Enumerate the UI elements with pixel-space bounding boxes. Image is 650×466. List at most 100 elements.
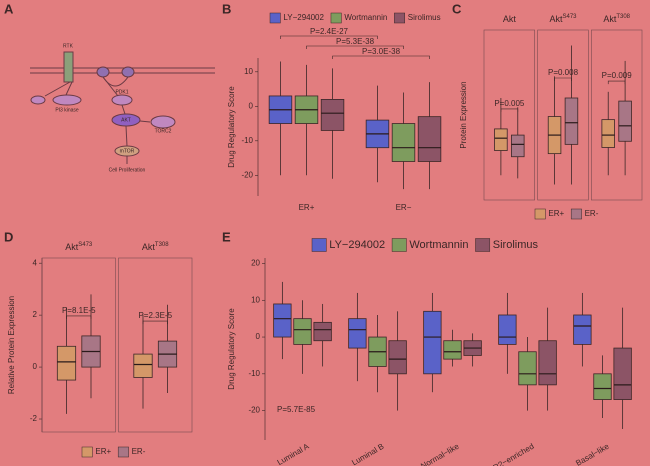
facet-title-main: Akt	[549, 14, 563, 24]
legend-label: ER+	[548, 209, 564, 218]
x-tick-label: ER−	[396, 203, 412, 212]
box	[511, 134, 525, 158]
box	[56, 345, 77, 381]
y-axis-label: Drug Regulatory Score	[227, 86, 236, 168]
legend-swatch	[330, 12, 342, 24]
legend-label: Sirolimus	[493, 239, 539, 251]
legend-swatch	[570, 208, 582, 220]
panel-letter: D	[4, 229, 13, 244]
legend-label: ER-	[132, 447, 146, 456]
facet-title: AktS473	[549, 14, 577, 25]
p-value: P=3.0E-38	[362, 47, 401, 56]
box	[293, 318, 312, 345]
panel-letter: B	[222, 1, 231, 16]
facet-frame	[483, 29, 535, 201]
y-axis-label: Relative Protein Expression	[7, 296, 16, 394]
node-label: TORC2	[155, 128, 172, 134]
box	[601, 119, 615, 148]
box	[417, 116, 442, 162]
node-label: AKT	[121, 117, 131, 123]
facet-title: AktT308	[142, 242, 169, 253]
legend-label: Wortmannin	[409, 239, 468, 251]
p-value: P=0.005	[494, 99, 525, 108]
p-value: P=0.009	[602, 71, 633, 80]
y-tick-label: 10	[244, 67, 253, 76]
bracket	[142, 320, 168, 325]
box	[443, 340, 462, 360]
y-tick-label: 0	[33, 362, 38, 371]
bracket	[280, 35, 378, 39]
p-value: P=5.7E-85	[277, 405, 316, 414]
facet-title: AktS473	[65, 242, 93, 253]
y-axis-label: Drug Regulatory Score	[227, 308, 236, 390]
facet-title: AktT308	[603, 14, 630, 25]
box	[538, 340, 557, 386]
y-tick-label: 10	[251, 295, 260, 304]
box	[494, 128, 508, 151]
legend-label: LY−294002	[329, 239, 385, 251]
legend-swatch	[475, 238, 491, 252]
facet-frame	[41, 257, 116, 433]
legend-swatch	[311, 238, 327, 252]
facet-title-main: Akt	[603, 14, 617, 24]
legend-label: ER-	[585, 209, 599, 218]
legend-label: Sirolimus	[408, 13, 441, 22]
box	[573, 314, 592, 345]
p-value: P=2.3E-5	[138, 311, 172, 320]
facet-title-sup: T308	[616, 14, 630, 20]
bracket	[500, 108, 519, 112]
box	[273, 303, 292, 338]
legend-swatch	[391, 238, 407, 252]
box	[593, 373, 612, 400]
facet-frame	[118, 257, 193, 433]
node-label: PDK1	[115, 89, 128, 95]
facet-frame	[591, 29, 643, 201]
legend-swatch	[117, 446, 129, 458]
y-axis-label: Protein Expression	[459, 81, 468, 148]
panel-letter: A	[4, 1, 14, 16]
box	[518, 351, 537, 386]
facet-title-sup: T308	[155, 242, 169, 248]
bracket	[66, 315, 92, 319]
legend-swatch	[269, 12, 281, 24]
legend-label: Wortmannin	[344, 13, 387, 22]
facet-title-sup: S473	[563, 14, 578, 20]
y-tick-label: -2	[30, 414, 38, 423]
y-tick-label: -20	[248, 406, 260, 415]
bracket	[306, 45, 404, 49]
box	[564, 97, 579, 145]
box	[423, 310, 442, 375]
y-tick-label: -20	[241, 170, 253, 179]
bracket	[332, 55, 430, 59]
facet-title-sup: S473	[78, 242, 93, 248]
panel-letter: E	[222, 229, 231, 244]
y-tick-label: -10	[241, 136, 253, 145]
box	[133, 353, 153, 378]
y-tick-label: 20	[251, 259, 260, 268]
facet-title-main: Akt	[65, 242, 79, 252]
y-tick-label: 0	[256, 332, 261, 341]
legend-swatch	[534, 208, 546, 220]
bracket	[607, 80, 626, 85]
node-label: RTK	[63, 43, 74, 49]
p-value: P=0.008	[548, 68, 579, 77]
box	[498, 314, 517, 345]
legend-swatch	[81, 446, 93, 458]
panel-letter: C	[452, 1, 462, 16]
legend-label: ER+	[95, 447, 111, 456]
facet-title-main: Akt	[503, 14, 517, 24]
box	[391, 123, 416, 162]
facet-title: Akt	[503, 14, 517, 24]
node-label: mTOR	[120, 148, 135, 154]
node-label: Cell Proliferation	[109, 167, 146, 173]
x-tick-label: ER+	[299, 203, 315, 212]
box	[320, 99, 345, 131]
legend-label: LY−294002	[283, 13, 324, 22]
pathway-diagram	[30, 51, 215, 164]
box	[348, 318, 367, 349]
box	[618, 100, 632, 142]
y-tick-label: -10	[248, 369, 260, 378]
facet-frame	[537, 29, 589, 201]
node-label: PI3 kinase	[55, 107, 79, 113]
